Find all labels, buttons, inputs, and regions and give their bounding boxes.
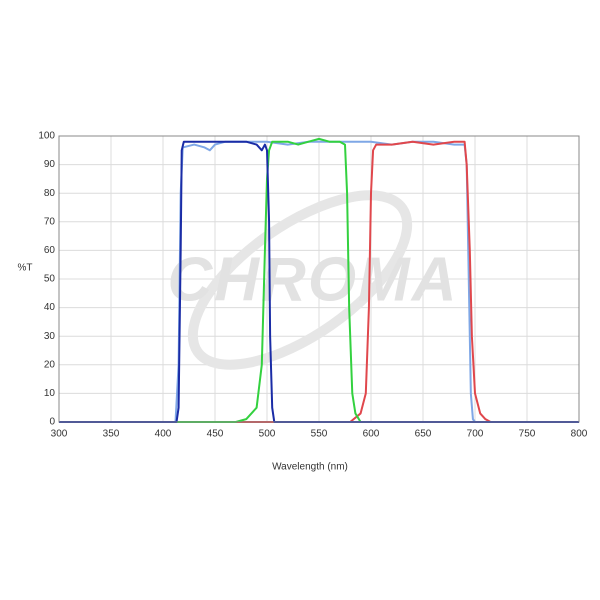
x-tick-label: 350 xyxy=(103,429,120,440)
x-tick-label: 300 xyxy=(51,429,68,440)
y-tick-label: 90 xyxy=(44,159,56,170)
y-tick-label: 20 xyxy=(44,359,56,370)
x-tick-label: 550 xyxy=(311,429,328,440)
x-tick-label: 700 xyxy=(467,429,484,440)
x-tick-label: 750 xyxy=(519,429,536,440)
series-line xyxy=(59,140,579,423)
plot xyxy=(59,137,579,423)
y-tick-label: 40 xyxy=(44,302,56,313)
x-tick-label: 600 xyxy=(363,429,380,440)
series-line xyxy=(59,140,579,423)
y-tick-label: 70 xyxy=(44,216,56,227)
series-line xyxy=(59,140,579,423)
x-tick-label: 450 xyxy=(207,429,224,440)
y-tick-label: 30 xyxy=(44,331,56,342)
y-tick-label: 80 xyxy=(44,188,56,199)
series-line xyxy=(59,137,579,423)
x-tick-label: 650 xyxy=(415,429,432,440)
watermark: CHROMA xyxy=(168,245,459,314)
y-tick-label: 10 xyxy=(44,388,56,399)
x-tick-label: 400 xyxy=(155,429,172,440)
plot-border xyxy=(58,135,580,423)
y-tick-label: 100 xyxy=(38,131,55,142)
x-axis-label: Wavelength (nm) xyxy=(272,462,348,473)
x-tick-label: 500 xyxy=(259,429,276,440)
y-axis-label: %T xyxy=(18,263,33,274)
x-tick-label: 800 xyxy=(571,429,588,440)
y-tick-label: 50 xyxy=(44,274,56,285)
y-tick-label: 60 xyxy=(44,245,56,256)
y-tick-label: 0 xyxy=(49,417,55,428)
